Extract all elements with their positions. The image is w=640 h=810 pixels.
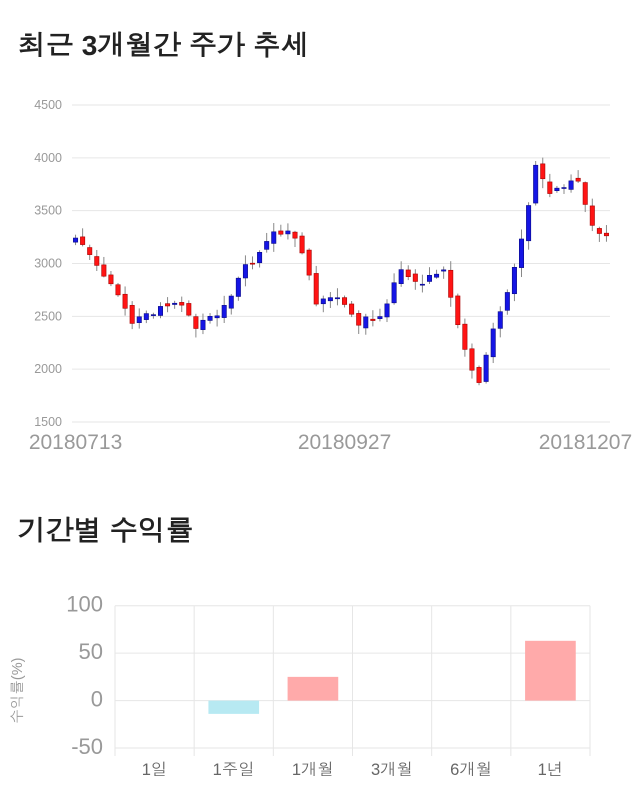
svg-text:-50: -50 xyxy=(71,734,103,759)
svg-text:20180927: 20180927 xyxy=(298,431,391,454)
svg-text:0: 0 xyxy=(91,687,103,712)
svg-text:2000: 2000 xyxy=(34,362,62,376)
svg-text:100: 100 xyxy=(66,592,103,617)
svg-text:3500: 3500 xyxy=(34,204,62,218)
svg-text:4000: 4000 xyxy=(34,151,62,165)
svg-text:3000: 3000 xyxy=(34,257,62,271)
svg-text:4500: 4500 xyxy=(34,98,62,112)
svg-text:2500: 2500 xyxy=(34,309,62,323)
svg-text:3개월: 3개월 xyxy=(371,761,413,779)
svg-text:1500: 1500 xyxy=(34,415,62,429)
svg-text:1주일: 1주일 xyxy=(213,761,255,779)
svg-text:수익률(%): 수익률(%) xyxy=(10,658,26,724)
svg-text:6개월: 6개월 xyxy=(450,761,492,779)
svg-text:20181207: 20181207 xyxy=(539,431,632,454)
svg-text:50: 50 xyxy=(79,639,103,664)
svg-text:1년: 1년 xyxy=(538,761,564,779)
svg-text:20180713: 20180713 xyxy=(29,431,122,454)
svg-text:1개월: 1개월 xyxy=(292,761,334,779)
svg-text:1일: 1일 xyxy=(142,761,168,779)
